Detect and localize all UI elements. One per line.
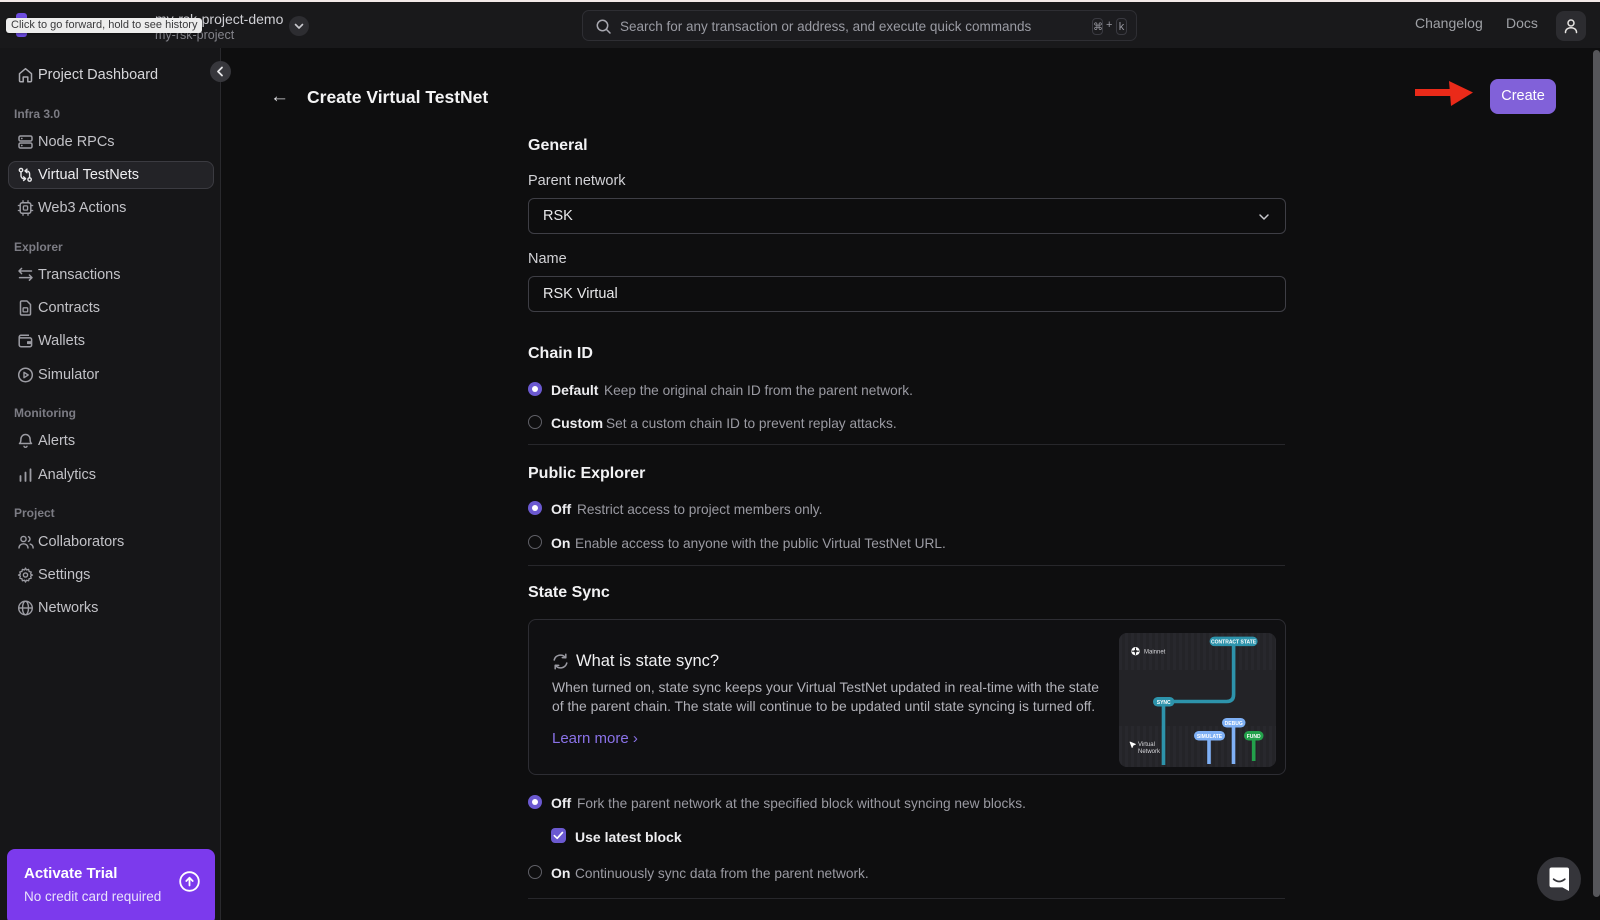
svg-text:Mainnet: Mainnet bbox=[1144, 649, 1166, 655]
svg-text:DEBUG: DEBUG bbox=[1225, 721, 1243, 727]
svg-text:Network: Network bbox=[1138, 749, 1161, 755]
svg-text:CONTRACT STATE: CONTRACT STATE bbox=[1211, 639, 1257, 645]
svg-text:FUND: FUND bbox=[1247, 734, 1261, 740]
svg-text:Virtual: Virtual bbox=[1138, 742, 1155, 748]
svg-text:SIMULATE: SIMULATE bbox=[1197, 734, 1223, 740]
svg-text:SYNC: SYNC bbox=[1157, 700, 1171, 706]
